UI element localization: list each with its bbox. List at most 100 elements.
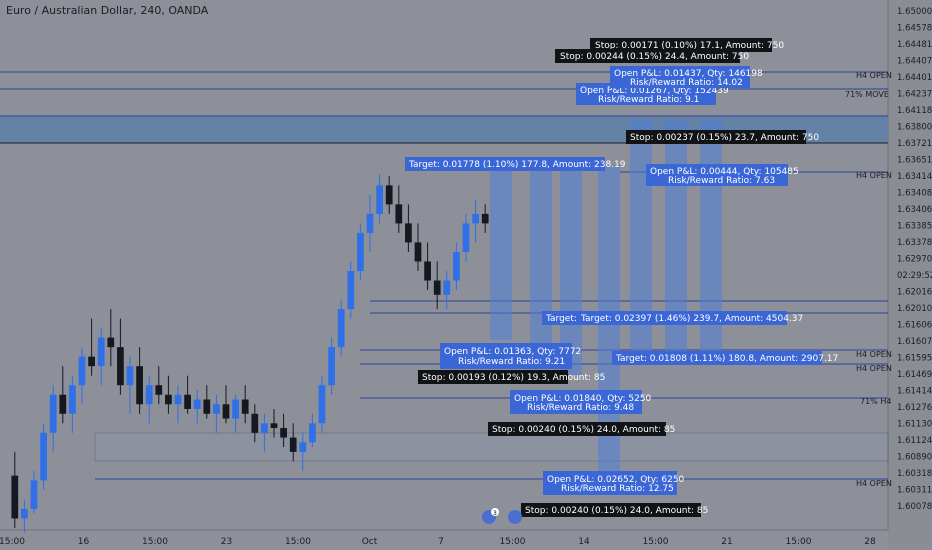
- stop-badge-text: Stop: 0.00193 (0.12%) 19.3, Amount: 85: [422, 373, 605, 383]
- stop-badge-text: Stop: 0.00240 (0.15%) 24.0, Amount: 85: [492, 425, 675, 435]
- rr-badge-text: Risk/Reward Ratio: 7.63: [668, 176, 775, 186]
- pnl-badge[interactable]: [646, 164, 788, 186]
- stop-badge[interactable]: [590, 38, 772, 52]
- price-tick-label: 1.65000: [897, 7, 932, 17]
- price-tick-label: 1.64578: [897, 24, 932, 34]
- target-badge-text: Target: 0.02397 (1.46%) 239.7, Amount: 4…: [580, 314, 803, 324]
- rr-badge-text: Risk/Reward Ratio: 12.75: [561, 484, 674, 494]
- candle-body: [107, 337, 115, 348]
- candle-body: [337, 309, 345, 348]
- candle-body: [462, 223, 470, 252]
- candle-body: [453, 251, 460, 281]
- candle-body: [424, 261, 431, 281]
- price-tick-label: 1.60318: [897, 469, 932, 479]
- rr-badge-text: Risk/Reward Ratio: 14.02: [630, 78, 743, 88]
- candle-body: [366, 213, 374, 233]
- price-tick-label: 1.61595: [897, 354, 932, 364]
- time-tick-label: 7: [438, 537, 444, 547]
- price-tick-label: 1.60890: [897, 453, 932, 463]
- price-tick-label: 1.62970: [897, 255, 932, 265]
- candle-body: [376, 185, 383, 214]
- price-tick-label: 1.64118: [897, 106, 932, 116]
- price-tick-label: 1.64481: [897, 40, 932, 50]
- level-label: H4 OPEN: [856, 350, 892, 359]
- time-tick-label: Oct: [362, 537, 378, 547]
- candle-body: [222, 404, 230, 419]
- level-label: 71% MOVE: [845, 90, 889, 99]
- target-badge[interactable]: [405, 157, 605, 171]
- candle-body: [213, 404, 220, 414]
- level-label: H4 OPEN: [856, 71, 892, 80]
- price-tick-label: 1.63414: [897, 172, 932, 182]
- candle-body: [184, 394, 191, 410]
- stop-badge[interactable]: [418, 370, 568, 384]
- time-tick-label: 15:00: [142, 537, 168, 547]
- stop-badge[interactable]: [555, 49, 740, 63]
- alert-count: 3: [493, 510, 497, 517]
- time-scale-labels: 15:00 16 15:00 23 15:00 Oct 7 15:00 14 15:00 21 15:…: [0, 537, 876, 547]
- price-tick-label: 1.62016: [897, 288, 932, 298]
- price-tick-label: 1.64237: [897, 90, 932, 100]
- candles: [11, 173, 489, 533]
- price-tick-label: 1.61124: [897, 436, 932, 446]
- candle-body: [433, 280, 441, 295]
- target-badge-text: Target:: [545, 314, 577, 324]
- level-labels: H4 OPEN 71% MOVE H4 OPEN H4 OPEN H4 OPEN…: [845, 71, 892, 488]
- candle-body: [261, 423, 268, 433]
- price-tick-label: 02:29:52: [897, 271, 932, 281]
- chart-title: Euro / Australian Dollar, 240, OANDA: [6, 4, 209, 17]
- stop-badge[interactable]: [488, 422, 666, 436]
- stop-badge-text: Stop: 0.00244 (0.15%) 24.4, Amount: 750: [560, 52, 749, 62]
- annotations[interactable]: Stop: 0.00171 (0.10%) 17.1, Amount: 750 …: [405, 38, 838, 524]
- rr-badge-text: Risk/Reward Ratio: 9.1: [598, 95, 699, 105]
- candle-body: [78, 356, 86, 386]
- candle-body: [299, 442, 307, 452]
- candle-body: [232, 399, 239, 419]
- price-tick-label: 1.61130: [897, 420, 932, 430]
- candle-body: [309, 423, 316, 443]
- stop-badge-text: Stop: 0.00240 (0.15%) 24.0, Amount: 85: [525, 506, 708, 516]
- level-label: H4 OPEN: [856, 479, 892, 488]
- time-tick-label: 15:00: [786, 537, 812, 547]
- candle-body: [443, 280, 451, 295]
- price-tick-label: 1.63378: [897, 238, 932, 248]
- target-badge[interactable]: [542, 311, 787, 325]
- rr-badge-text: Risk/Reward Ratio: 9.21: [458, 357, 565, 367]
- price-tick-label: 1.63651: [897, 156, 932, 166]
- candle-body: [136, 366, 143, 405]
- stop-badge[interactable]: [521, 503, 701, 517]
- price-scale-panel[interactable]: [888, 0, 932, 550]
- candle-body: [193, 399, 201, 410]
- price-tick-label: 1.61276: [897, 403, 932, 413]
- price-tick-label: 1.63408: [897, 189, 932, 199]
- pnl-badge[interactable]: [440, 343, 572, 369]
- time-tick-label: 15:00: [0, 537, 25, 547]
- candle-body: [126, 366, 134, 386]
- price-tick-label: 1.62010: [897, 304, 932, 314]
- time-tick-label: 28: [864, 537, 876, 547]
- pnl-badge[interactable]: [576, 83, 716, 105]
- candle-body: [395, 204, 403, 224]
- candle-body: [318, 385, 326, 424]
- level-label: H4 OPEN: [856, 171, 892, 180]
- price-tick-label: 1.64407: [897, 57, 932, 67]
- alert-icon[interactable]: [508, 510, 522, 524]
- time-tick-label: 21: [721, 537, 732, 547]
- stop-badge[interactable]: [626, 130, 806, 144]
- candle-body: [117, 347, 124, 386]
- candle-body: [472, 213, 479, 224]
- target-badge[interactable]: [612, 351, 822, 365]
- trade-projection-column: [490, 165, 512, 340]
- price-tick-label: 1.63800: [897, 123, 932, 133]
- pnl-badge[interactable]: [510, 390, 642, 414]
- pnl-badge[interactable]: [610, 66, 750, 88]
- stop-badge-text: Stop: 0.00237 (0.15%) 23.7, Amount: 750: [630, 133, 819, 143]
- candle-body: [11, 475, 19, 519]
- level-label: 71% H4: [860, 397, 891, 406]
- trade-projection-column: [530, 165, 552, 365]
- candle-body: [97, 337, 105, 367]
- price-tick-label: 1.61414: [897, 387, 932, 397]
- pnl-badge[interactable]: [543, 471, 677, 495]
